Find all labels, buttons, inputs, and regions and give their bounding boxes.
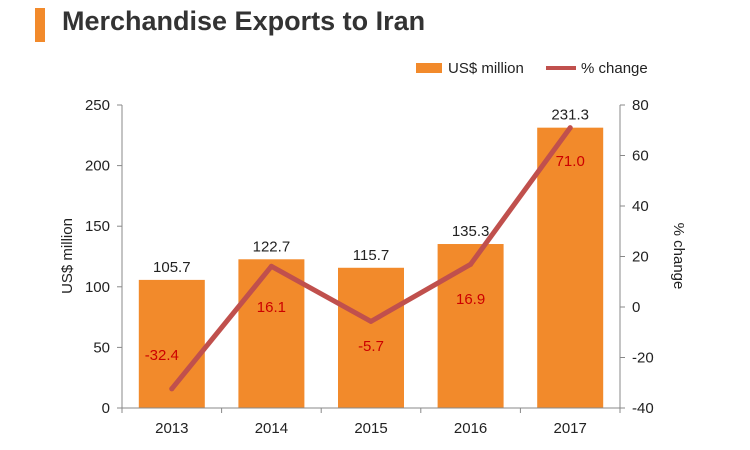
bar-value-label: 122.7 bbox=[253, 238, 291, 255]
y-axis-title: US$ million bbox=[59, 218, 76, 294]
y2-tick-label: 80 bbox=[632, 97, 649, 114]
legend-bar-label: US$ million bbox=[448, 60, 524, 77]
bar bbox=[338, 267, 404, 408]
y-tick-label: 200 bbox=[85, 158, 110, 175]
y2-tick-label: 0 bbox=[632, 299, 640, 316]
y-tick-label: 250 bbox=[85, 97, 110, 114]
bar bbox=[238, 259, 305, 408]
x-tick-label: 2016 bbox=[454, 420, 487, 437]
y-tick-label: 0 bbox=[102, 400, 110, 417]
legend-line-label: % change bbox=[581, 60, 648, 77]
y2-axis-title: % change bbox=[670, 223, 687, 290]
x-tick-label: 2013 bbox=[155, 420, 188, 437]
line-value-label: -32.4 bbox=[145, 347, 179, 364]
line-point bbox=[567, 125, 573, 131]
bar bbox=[437, 244, 504, 408]
bar-value-label: 115.7 bbox=[353, 247, 389, 264]
x-tick-label: 2015 bbox=[354, 420, 387, 437]
bar-value-label: 135.3 bbox=[452, 223, 490, 240]
line-point bbox=[169, 386, 175, 392]
y2-tick-label: 40 bbox=[632, 198, 649, 215]
chart-title: Merchandise Exports to Iran bbox=[62, 6, 426, 36]
line-value-label: 16.9 bbox=[456, 291, 485, 308]
bar bbox=[537, 127, 604, 408]
bar-value-label: 231.3 bbox=[551, 107, 589, 124]
y2-tick-label: -20 bbox=[632, 350, 654, 367]
y2-tick-label: 60 bbox=[632, 148, 649, 165]
legend: US$ million % change bbox=[416, 60, 648, 77]
line-value-label: 16.1 bbox=[257, 299, 286, 316]
x-tick-label: 2014 bbox=[255, 420, 288, 437]
y-tick-label: 150 bbox=[85, 218, 110, 235]
y2-tick-label: -40 bbox=[632, 400, 654, 417]
title-accent-bar bbox=[35, 8, 45, 42]
line-point bbox=[468, 261, 474, 267]
line-point bbox=[368, 318, 374, 324]
y-tick-label: 50 bbox=[93, 339, 110, 356]
bar-value-label: 105.7 bbox=[153, 259, 191, 276]
legend-bar-swatch bbox=[416, 63, 442, 73]
y-tick-label: 100 bbox=[85, 279, 110, 296]
x-tick-label: 2017 bbox=[554, 420, 587, 437]
line-point bbox=[268, 263, 274, 269]
line-value-label: -5.7 bbox=[358, 338, 384, 355]
y2-tick-label: 20 bbox=[632, 249, 649, 266]
line-value-label: 71.0 bbox=[556, 153, 585, 170]
